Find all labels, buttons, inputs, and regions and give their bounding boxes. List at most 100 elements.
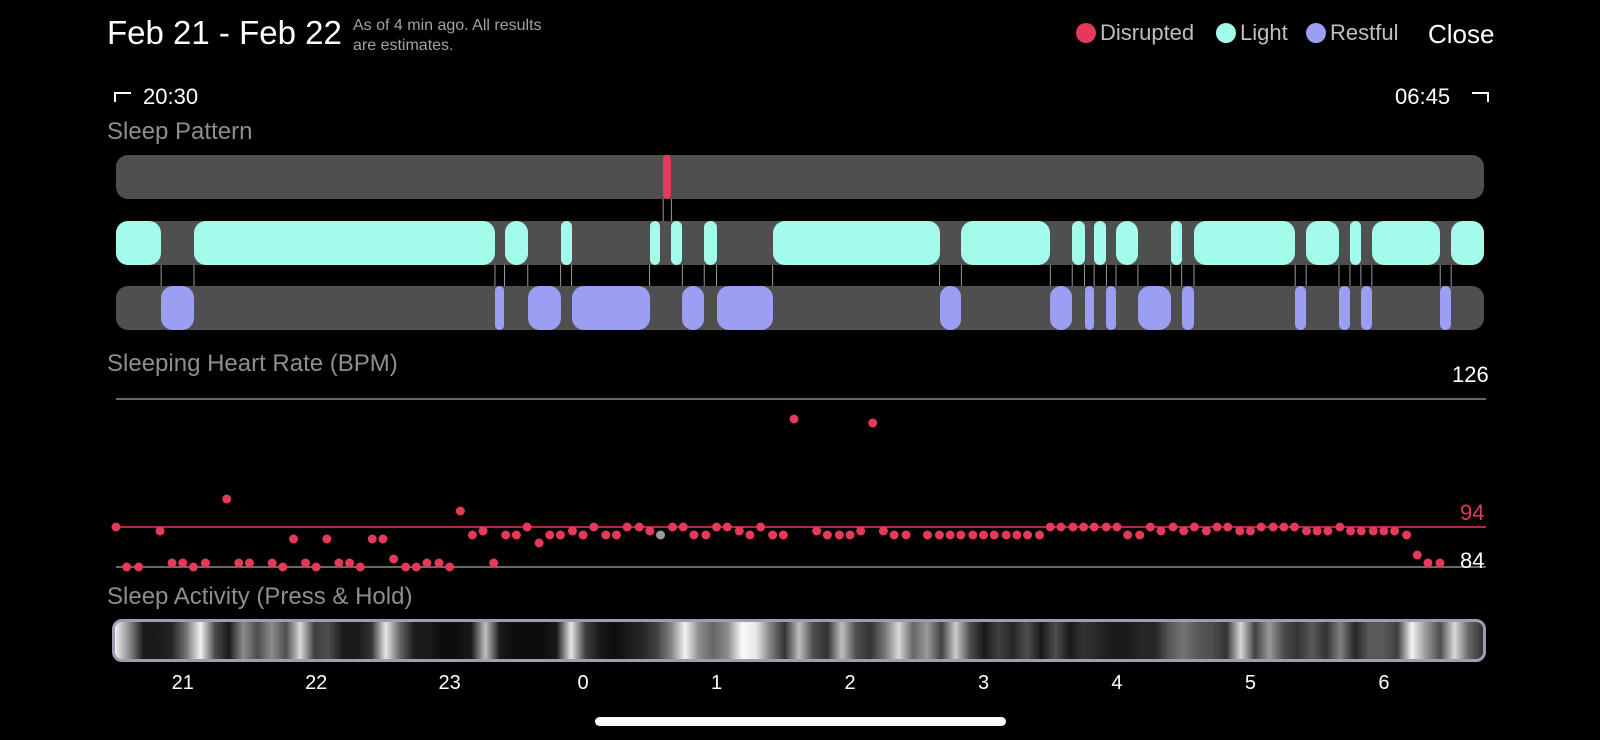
hr-point — [389, 554, 399, 564]
legend-light: Light — [1216, 20, 1288, 46]
hr-point — [567, 526, 577, 536]
restful-dot-icon — [1306, 23, 1326, 43]
legend-light-label: Light — [1240, 20, 1288, 45]
x-tick-label: 1 — [711, 672, 723, 694]
hr-point — [334, 558, 344, 568]
hr-point — [989, 530, 999, 540]
restful-segment — [682, 286, 705, 330]
light-segment — [193, 221, 495, 265]
hr-point — [1123, 530, 1133, 540]
restful-segment — [1106, 286, 1116, 330]
sleep-activity-title: Sleep Activity (Press & Hold) — [107, 583, 413, 610]
hr-point — [1012, 530, 1022, 540]
date-range-title: Feb 21 - Feb 22 — [107, 14, 342, 51]
hr-point — [1301, 526, 1311, 536]
restful-segment — [161, 286, 194, 330]
hr-point — [1235, 526, 1245, 536]
hr-point — [322, 534, 332, 544]
hr-point — [945, 530, 955, 540]
hr-point — [1056, 522, 1066, 532]
heart-rate-chart[interactable] — [0, 360, 1600, 580]
hr-point — [1312, 526, 1322, 536]
hr-point — [545, 530, 555, 540]
hr-point — [634, 522, 644, 532]
light-segment — [1451, 221, 1484, 265]
hr-point — [834, 530, 844, 540]
hr-point — [301, 558, 311, 568]
hr-point — [1168, 522, 1178, 532]
hr-point — [768, 530, 778, 540]
hr-point — [1423, 558, 1433, 568]
hr-point — [701, 530, 711, 540]
light-segment — [961, 221, 1051, 265]
light-segment — [116, 221, 162, 265]
light-dot-icon — [1216, 23, 1236, 43]
hr-point — [712, 522, 722, 532]
hr-point — [111, 522, 121, 532]
x-tick-label: 21 — [171, 672, 194, 694]
hr-point — [178, 558, 188, 568]
hr-point — [1089, 522, 1099, 532]
hr-point — [622, 522, 632, 532]
hr-point — [401, 562, 411, 572]
hr-point — [278, 562, 288, 572]
hr-point — [1023, 530, 1033, 540]
hr-point — [922, 530, 932, 540]
hr-point — [522, 522, 532, 532]
legend-restful-label: Restful — [1330, 20, 1399, 45]
light-segment — [1116, 221, 1138, 265]
light-segment — [772, 221, 940, 265]
light-segment — [671, 221, 683, 265]
restful-segment — [1360, 286, 1372, 330]
hr-point — [1079, 522, 1089, 532]
hr-point — [722, 522, 732, 532]
hr-point — [1212, 522, 1222, 532]
hr-point — [1279, 522, 1289, 532]
restful-segment — [1338, 286, 1350, 330]
heart-rate-title: Sleeping Heart Rate (BPM) — [107, 350, 398, 377]
x-tick-label: 6 — [1378, 672, 1390, 694]
hr-point — [1335, 522, 1345, 532]
light-segment — [649, 221, 661, 265]
hr-point — [1379, 526, 1389, 536]
light-segment — [1306, 221, 1339, 265]
light-segment — [704, 221, 717, 265]
sleep-activity-bar[interactable] — [112, 619, 1486, 662]
hr-point — [345, 558, 355, 568]
hr-point — [222, 494, 232, 504]
hr-point — [822, 530, 832, 540]
hr-point — [789, 414, 799, 424]
hr-point — [1201, 526, 1211, 536]
hr-max-label: 126 — [1452, 362, 1489, 387]
hr-point — [934, 530, 944, 540]
hr-point — [455, 506, 465, 516]
hr-point — [534, 538, 544, 548]
hr-point — [311, 562, 321, 572]
hr-point — [234, 558, 244, 568]
light-track — [116, 221, 1484, 265]
hr-point — [200, 558, 210, 568]
x-tick-label: 2 — [844, 672, 856, 694]
hr-point — [968, 530, 978, 540]
sleep-pattern-title: Sleep Pattern — [107, 118, 253, 145]
x-tick-label: 22 — [305, 672, 328, 694]
hr-avg-label: 94 — [1460, 500, 1485, 525]
x-tick-label: 23 — [438, 672, 461, 694]
hr-point — [856, 526, 866, 536]
end-bracket-icon — [1472, 92, 1489, 102]
close-button[interactable]: Close — [1428, 19, 1495, 49]
hr-point — [756, 522, 766, 532]
hr-point — [901, 530, 911, 540]
hr-point — [812, 526, 822, 536]
restful-segment — [494, 286, 505, 330]
hr-point — [267, 558, 277, 568]
hr-point — [434, 558, 444, 568]
hr-highlight-point — [656, 530, 666, 540]
estimate-note-line2: are estimates. — [353, 37, 454, 54]
light-segment — [504, 221, 528, 265]
hr-point — [1346, 526, 1356, 536]
restful-segment — [1084, 286, 1095, 330]
hr-point — [878, 526, 888, 536]
light-segment — [1371, 221, 1441, 265]
home-indicator[interactable] — [595, 717, 1006, 726]
